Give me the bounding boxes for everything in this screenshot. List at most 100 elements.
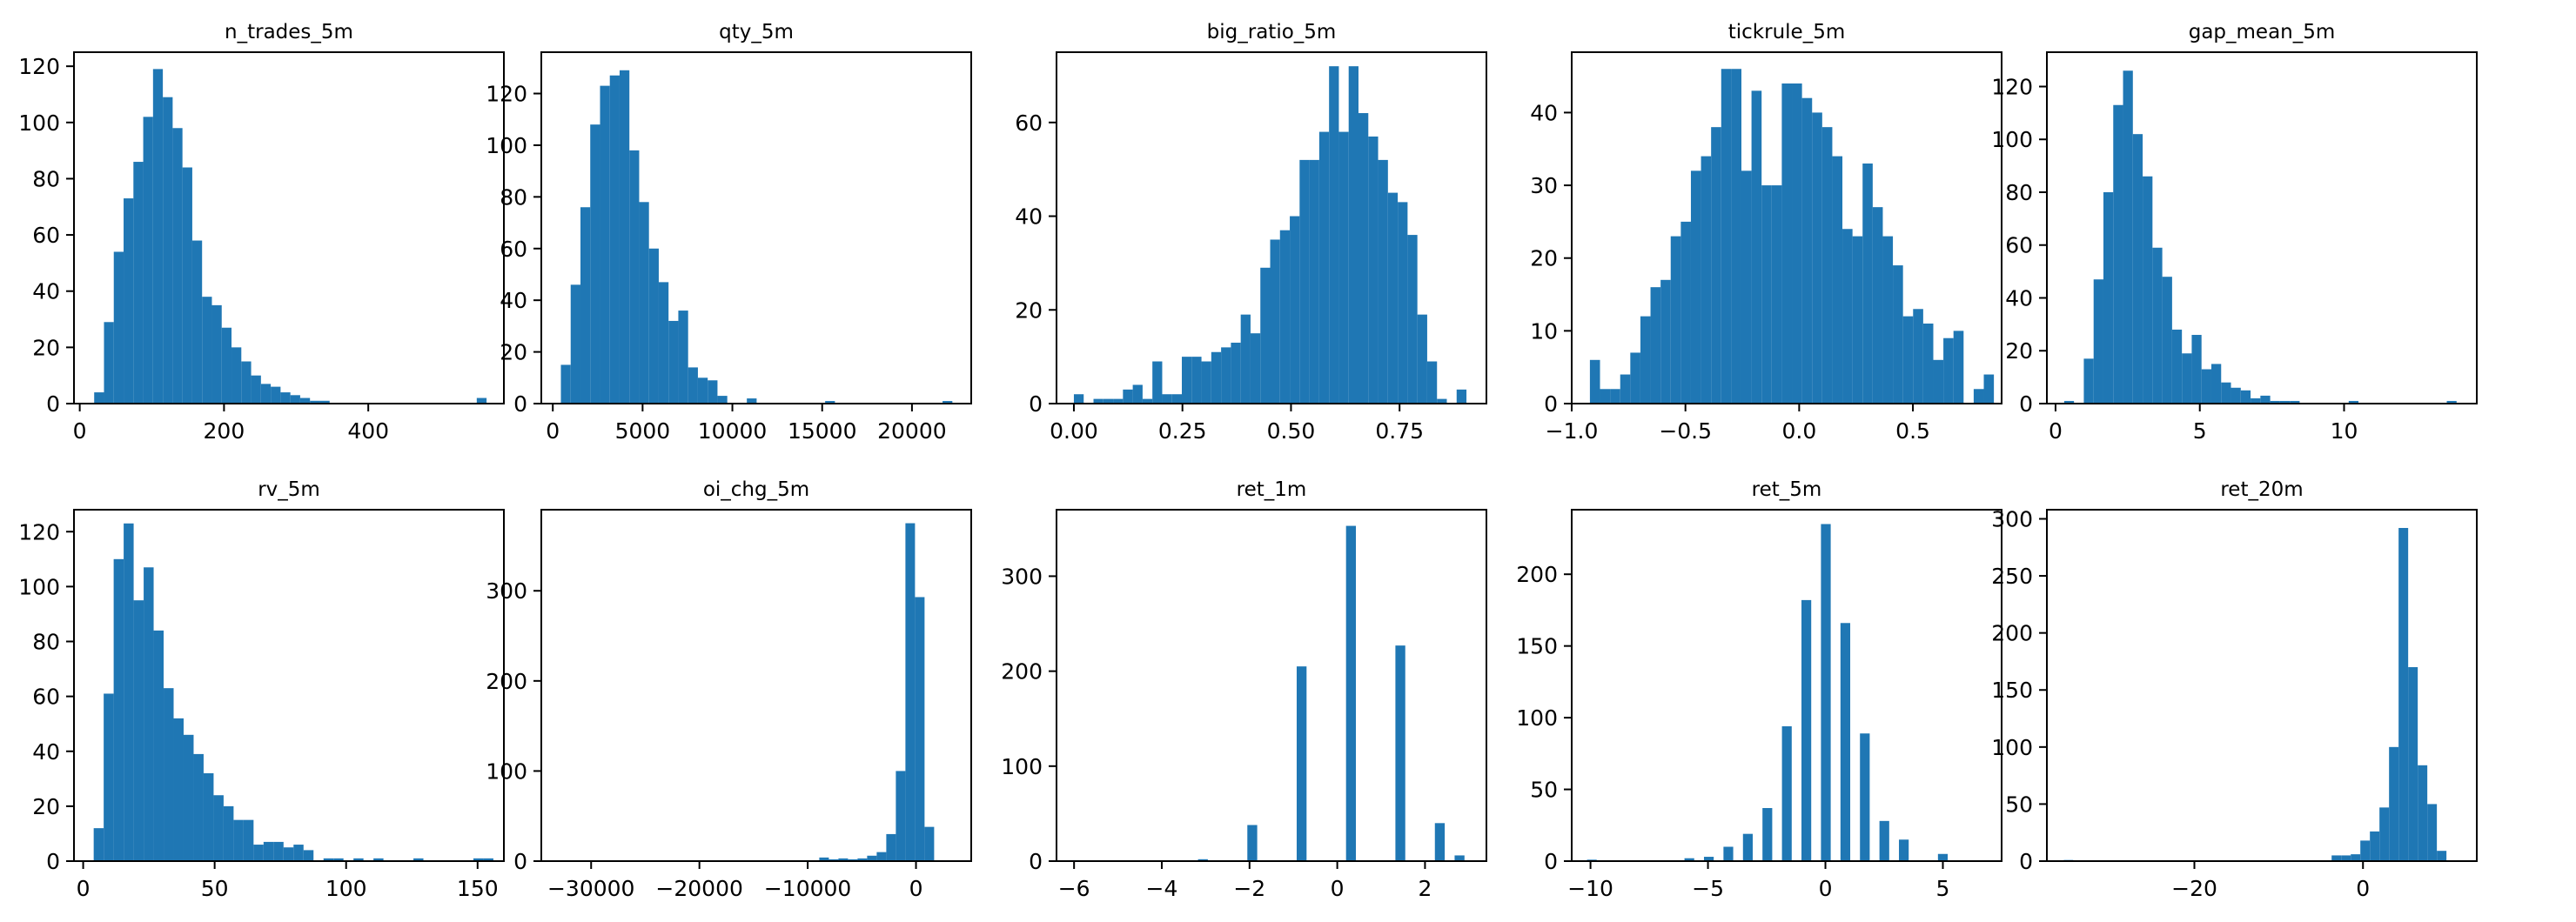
histogram-bar [1395,645,1405,861]
histogram-panel-ret-1m: −6 −4 −2 0 2 0 100 200 300 ret_1m [1001,478,1487,901]
histogram-bar [1943,337,1954,404]
histogram-bar [2398,527,2409,861]
histogram-bar [1801,599,1812,861]
histogram-bar [639,202,649,404]
histogram-bar [1879,820,1889,861]
y-tick-label: 40 [32,739,60,765]
histogram-bar [1348,66,1358,404]
histogram-bar [473,858,484,861]
y-tick-label: 0 [1029,391,1043,417]
histogram-panel-big-ratio-5m: 0.00 0.25 0.50 0.75 0 20 40 60 big_ratio_5m [1015,21,1487,444]
y-tick-label: 0 [513,391,527,417]
y-tick-label: 250 [1991,564,2033,589]
histogram-bar [1132,384,1143,404]
histogram-bar [213,795,224,861]
y-tick-label: 0 [1544,849,1558,874]
chart-title: gap_mean_5m [2189,21,2336,43]
histogram-bar [1781,726,1792,861]
y-tick-label: 120 [486,82,527,107]
x-tick-label: 5000 [615,418,671,444]
histogram-bar [1812,112,1822,404]
y-tick-label: 20 [32,335,60,360]
histogram-bar [2370,831,2380,861]
histogram-bar [2152,247,2163,404]
histogram-bar [2446,400,2457,404]
x-tick-label: 20000 [877,418,947,444]
chart-title: ret_5m [1752,478,1822,501]
x-tick-label: 150 [457,876,499,901]
histogram-bar [570,284,580,404]
histogram-bar [1378,159,1388,404]
x-tick-label: 400 [347,418,389,444]
histogram-bar [2331,855,2342,861]
histogram-bar [1741,170,1752,404]
y-tick-label: 100 [486,758,527,784]
x-tick-label: 200 [204,418,245,444]
histogram-bar [1309,159,1319,404]
histogram-bar [867,855,877,861]
histogram-bar [857,858,868,861]
chart-title: big_ratio_5m [1207,21,1337,43]
histogram-bar [1821,524,1831,861]
histogram-bar [1454,855,1465,861]
histogram-bar [1182,357,1192,404]
histogram-bar [2408,667,2418,861]
histogram-bar [678,311,688,404]
histogram-bar [260,384,272,404]
y-tick-label: 50 [2005,792,2033,817]
histogram-bar [828,859,839,861]
histogram-bar [1231,342,1241,404]
histogram-bar [113,251,124,404]
histogram-bar [211,304,222,404]
x-tick-label: −5 [1692,876,1724,901]
histogram-bar [1368,136,1379,404]
histogram-bar [483,858,493,861]
y-tick-label: 200 [486,669,527,694]
x-tick-label: 10000 [698,418,768,444]
x-tick-label: 0 [2049,418,2063,444]
histogram-bar [2231,387,2241,404]
histogram-bar [251,375,261,404]
histogram-bar [2182,353,2192,404]
histogram-bar [2162,277,2172,404]
x-tick-label: −20 [2171,876,2217,901]
histogram-bar [1113,398,1124,404]
histogram-bar [1701,156,1712,404]
histogram-bar [2348,400,2359,404]
y-tick-label: 300 [486,578,527,604]
histogram-bar [1345,525,1357,861]
histogram-bar [353,858,364,861]
axes-frame [1571,509,2002,862]
histogram-bar [1093,398,1104,404]
x-tick-label: 0 [73,418,87,444]
histogram-bar [124,523,134,861]
histogram-bar [1600,389,1611,404]
histogram-bar [1197,859,1208,861]
chart-title: oi_chg_5m [703,478,809,501]
histogram-bar [1670,236,1681,404]
histogram-bar [1318,131,1330,404]
histogram-bar [1240,314,1251,404]
y-tick-label: 100 [1991,735,2033,760]
histogram-bar [747,398,757,404]
x-tick-label: −20000 [655,876,742,901]
histogram-bar [1123,389,1133,404]
chart-title: rv_5m [258,478,320,501]
histogram-bar [629,150,640,404]
histogram-bar [1338,131,1349,404]
axes-frame [73,509,505,862]
histogram-bar [1862,163,1873,404]
histogram-bar [1250,333,1261,404]
histogram-bar [600,85,610,404]
histogram-bar [183,734,194,861]
histogram-bar [124,198,134,404]
y-tick-label: 0 [2019,849,2033,874]
x-tick-label: 0.50 [1267,418,1316,444]
histogram-bar [1742,833,1753,861]
histogram-bar [819,857,829,861]
y-tick-label: 80 [32,166,60,191]
histogram-bar [323,858,334,861]
